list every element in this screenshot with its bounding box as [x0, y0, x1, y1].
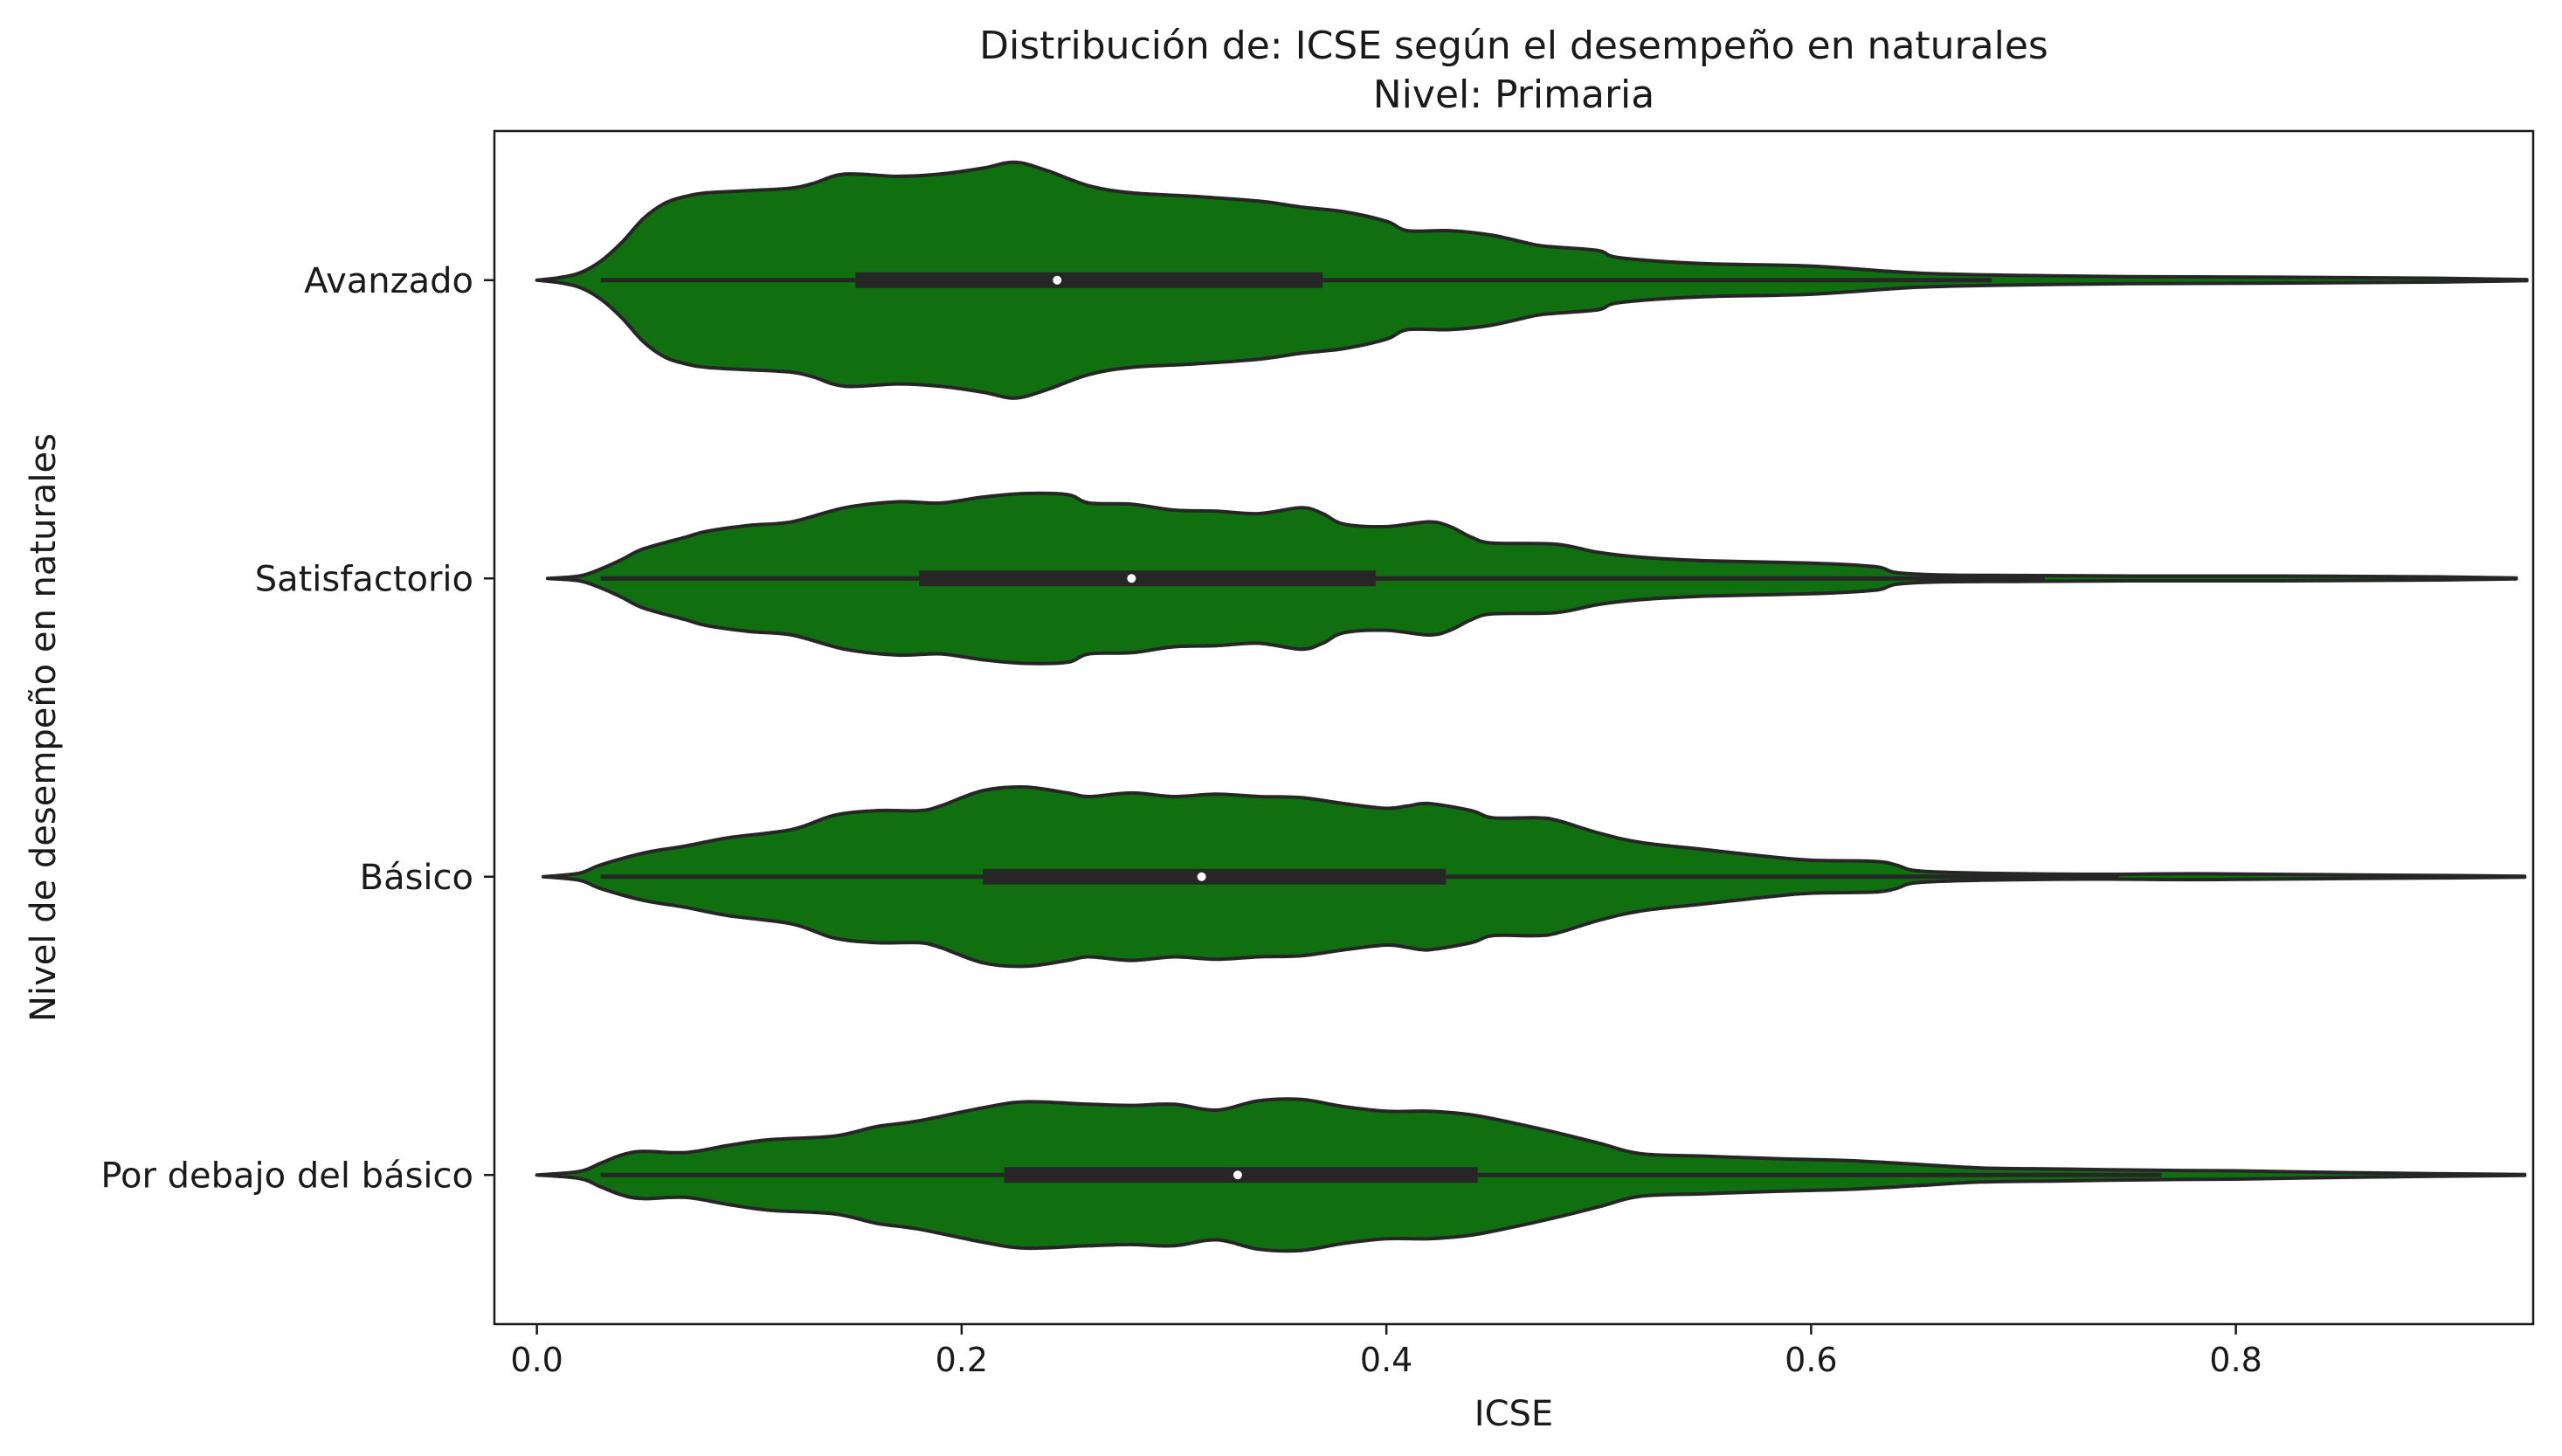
- y-tick-label: Por debajo del básico: [100, 1156, 473, 1196]
- violin-group: [535, 1097, 2527, 1253]
- violin-median: [1127, 574, 1136, 583]
- violin-iqr-box: [855, 272, 1323, 288]
- x-axis-label: ICSE: [1474, 1394, 1553, 1434]
- violins-layer: [535, 160, 2529, 1253]
- x-tick-label: 0.0: [510, 1341, 563, 1379]
- y-axis-ticks: Avanzado Satisfactorio Básico Por debajo de…: [100, 261, 494, 1196]
- violin-group: [541, 785, 2527, 969]
- y-tick-label: Avanzado: [304, 261, 473, 301]
- y-tick-label: Satisfactorio: [255, 559, 473, 599]
- x-tick-label: 0.2: [936, 1341, 988, 1379]
- violin-group: [545, 491, 2518, 666]
- x-tick-label: 0.4: [1360, 1341, 1412, 1379]
- plot-frame: [493, 129, 2535, 1326]
- violin-median: [1053, 275, 1062, 285]
- y-tick-label: Básico: [360, 858, 473, 898]
- y-axis-label: Nivel de desempeño en naturales: [24, 433, 64, 1022]
- violin-iqr-box: [983, 868, 1447, 885]
- x-tick-label: 0.8: [2209, 1341, 2262, 1379]
- chart-subtitle: Nivel: Primaria: [1373, 72, 1654, 117]
- violin-group: [535, 160, 2529, 400]
- chart-title: Distribución de: ICSE según el desempeño…: [979, 24, 2048, 68]
- x-axis-ticks: 0.0 0.2 0.4 0.6 0.8: [510, 1324, 2262, 1379]
- violin-median: [1197, 872, 1206, 881]
- violin-median: [1233, 1170, 1242, 1180]
- violin-iqr-box: [919, 570, 1376, 587]
- x-tick-label: 0.6: [1785, 1341, 1837, 1379]
